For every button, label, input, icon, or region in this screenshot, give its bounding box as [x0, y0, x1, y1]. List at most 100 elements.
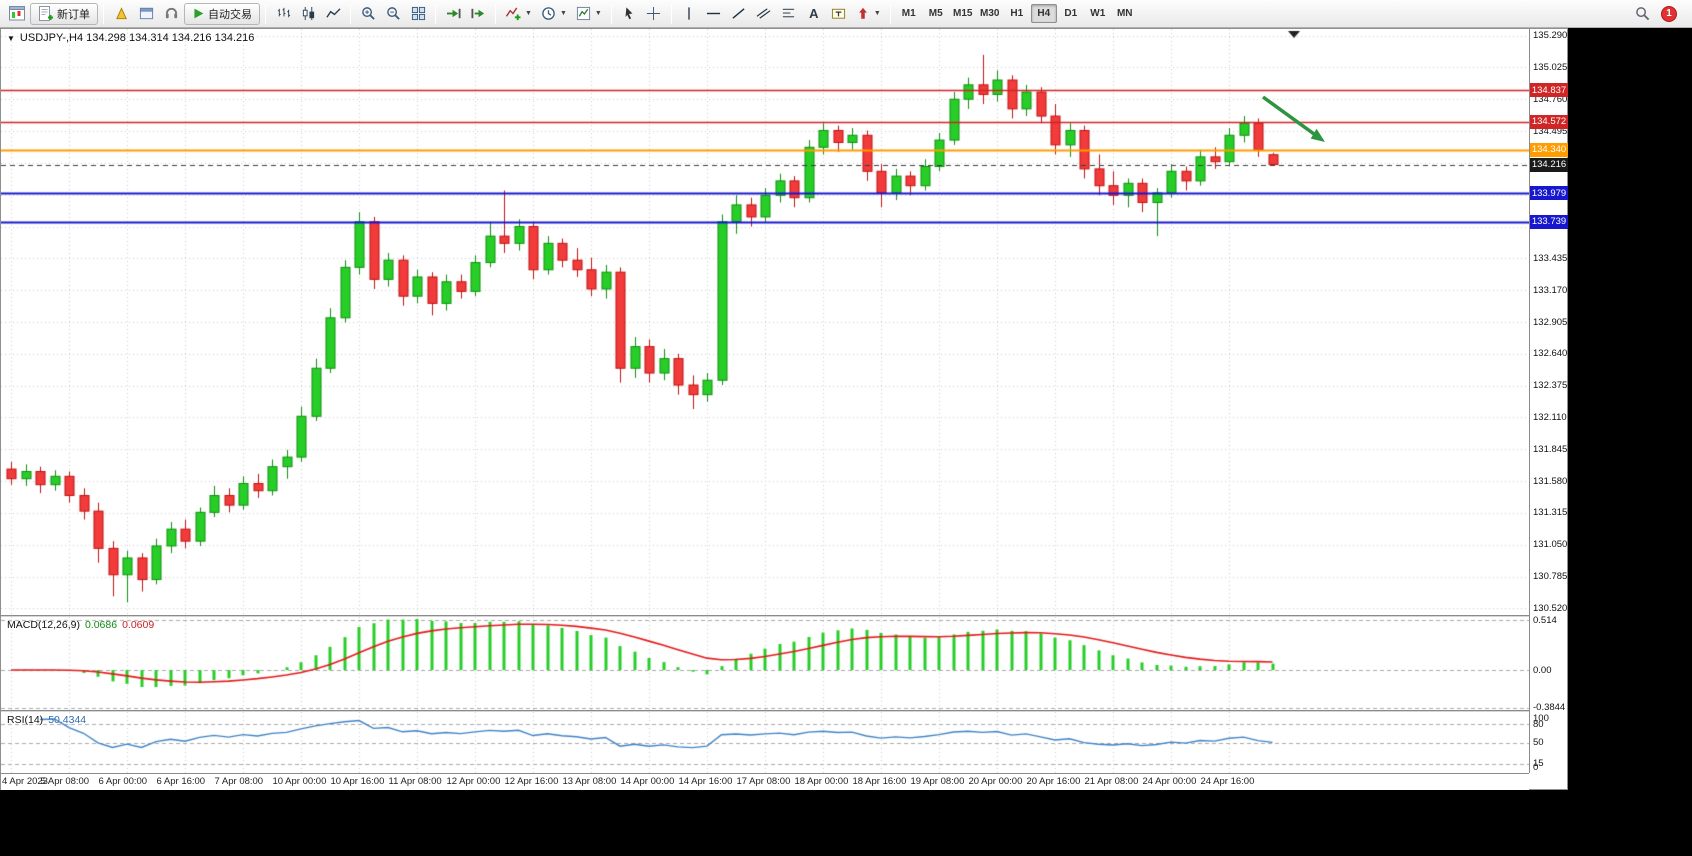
macd-canvas[interactable]: [1, 617, 1529, 710]
metaeditor-button[interactable]: [109, 3, 133, 25]
price-axis-label: 131.050: [1533, 539, 1568, 551]
auto-trading-icon: [194, 8, 204, 19]
new-chart-button[interactable]: [5, 3, 29, 25]
panel-splitter[interactable]: [1, 710, 1529, 712]
time-axis-label: 19 Apr 08:00: [910, 776, 965, 787]
indicators-icon: [505, 7, 521, 21]
templates-button[interactable]: ▼: [572, 3, 606, 25]
panel-splitter[interactable]: [1, 615, 1529, 617]
toolbar-separator: [610, 3, 612, 24]
timeframe-m30-button[interactable]: M30: [980, 8, 1000, 19]
chart-shift-icon: [470, 8, 484, 19]
price-axis-label: 130.520: [1533, 602, 1568, 614]
macd-name: MACD(12,26,9): [7, 619, 80, 631]
zoom-in-button[interactable]: [356, 3, 380, 25]
price-axis-label: 135.025: [1533, 61, 1568, 73]
toolbar-separator: [350, 3, 351, 24]
auto-scroll-button[interactable]: [441, 3, 465, 25]
chart-collapse-arrow-icon[interactable]: ▼: [7, 33, 15, 43]
periods-button[interactable]: ▼: [537, 3, 571, 25]
text-icon: A: [809, 6, 819, 21]
candlestick-chart-button[interactable]: [296, 3, 320, 25]
time-axis[interactable]: 4 Apr 2023 5 Apr 08:00 6 Apr 00:00 6 Apr 16…: [1, 773, 1529, 790]
text-label-icon: [832, 8, 846, 19]
timeframe-m1-button[interactable]: M1: [901, 8, 916, 19]
data-window-button[interactable]: [134, 3, 158, 25]
tile-windows-button[interactable]: [406, 3, 430, 25]
macd-panel[interactable]: MACD(12,26,9) 0.0686 0.0609: [1, 617, 1529, 710]
main-chart-canvas[interactable]: [1, 29, 1529, 615]
time-axis-label: 10 Apr 16:00: [330, 776, 385, 787]
zoom-out-button[interactable]: [381, 3, 405, 25]
time-axis-label: 17 Apr 08:00: [736, 776, 791, 787]
cursor-button[interactable]: [617, 3, 641, 25]
sound-button[interactable]: [159, 3, 183, 25]
channel-button[interactable]: [752, 3, 776, 25]
timeframe-m15-button[interactable]: M15: [953, 8, 973, 19]
toolbar-separator: [265, 3, 266, 24]
vertical-line-button[interactable]: [677, 3, 701, 25]
price-line-badge: 134.837: [1530, 83, 1568, 97]
text-button[interactable]: A: [802, 3, 826, 25]
new-order-button[interactable]: 新订单: [30, 2, 98, 25]
rsi-panel[interactable]: RSI(14) 50.4344: [1, 712, 1529, 773]
chevron-down-icon: ▼: [594, 10, 602, 17]
time-axis-label: 12 Apr 16:00: [504, 776, 559, 787]
fibonacci-button[interactable]: [777, 3, 801, 25]
auto-trading-button[interactable]: 自动交易: [184, 2, 260, 25]
crosshair-button[interactable]: [642, 3, 666, 25]
new-order-label: 新订单: [57, 8, 90, 21]
chart-window: ▼ USDJPY-,H4 134.298 134.314 134.216 134…: [0, 28, 1568, 790]
price-axis-label: 132.905: [1533, 316, 1568, 328]
rsi-axis-label: 80: [1533, 718, 1544, 730]
chart-title-text: USDJPY-,H4 134.298 134.314 134.216 134.2…: [19, 32, 255, 44]
rsi-axis-label: 0: [1533, 762, 1539, 773]
price-axis-label: 134.495: [1533, 125, 1568, 137]
data-window-icon: [139, 7, 153, 20]
tile-windows-icon: [411, 6, 425, 21]
toolbar-separator: [495, 3, 496, 24]
text-label-button[interactable]: [827, 3, 851, 25]
chart-title: ▼ USDJPY-,H4 134.298 134.314 134.216 134…: [7, 32, 254, 44]
notification-badge[interactable]: 1: [1661, 5, 1677, 22]
price-axis-label: 131.315: [1533, 507, 1568, 519]
bar-chart-button[interactable]: [271, 3, 295, 25]
timeframe-m5-button[interactable]: M5: [928, 8, 943, 19]
price-axis-label: 133.170: [1533, 284, 1568, 296]
price-axis-label: 132.375: [1533, 380, 1568, 392]
time-axis-label: 7 Apr 08:00: [214, 776, 264, 787]
shapes-button[interactable]: ▼: [852, 3, 885, 25]
chevron-down-icon: ▼: [559, 10, 567, 17]
chart-shift-button[interactable]: [466, 3, 490, 25]
macd-label: MACD(12,26,9) 0.0686 0.0609: [7, 619, 154, 631]
vertical-line-icon: [688, 7, 690, 20]
time-axis-label: 24 Apr 16:00: [1200, 776, 1255, 787]
bar-chart-icon: [277, 7, 290, 18]
search-button[interactable]: [1630, 3, 1654, 25]
timeframe-mn-button[interactable]: MN: [1116, 8, 1133, 19]
line-chart-button[interactable]: [321, 3, 345, 25]
price-axis-label: 130.785: [1533, 571, 1568, 583]
macd-axis-label: 0.00: [1533, 664, 1552, 676]
trendline-button[interactable]: [727, 3, 751, 25]
time-axis-label: 18 Apr 00:00: [794, 776, 849, 787]
horizontal-line-icon: [707, 12, 721, 15]
toolbar-separator: [670, 3, 672, 24]
timeframe-w1-button[interactable]: W1: [1090, 8, 1106, 19]
timeframe-h1-button[interactable]: H1: [1010, 8, 1024, 19]
price-axis[interactable]: 135.290135.025134.760134.495134.230133.9…: [1529, 29, 1568, 773]
auto-scroll-icon: [446, 8, 461, 19]
timeframe-h4-button[interactable]: H4: [1030, 4, 1057, 23]
metaeditor-icon: [115, 7, 127, 20]
rsi-canvas[interactable]: [1, 712, 1529, 773]
indicators-button[interactable]: ▼: [501, 3, 536, 25]
time-axis-label: 6 Apr 16:00: [156, 776, 206, 787]
time-axis-label: 12 Apr 00:00: [446, 776, 501, 787]
time-axis-label: 13 Apr 08:00: [562, 776, 617, 787]
rsi-label: RSI(14) 50.4344: [7, 714, 86, 726]
horizontal-line-button[interactable]: [702, 3, 726, 25]
main-chart-area[interactable]: ▼ USDJPY-,H4 134.298 134.314 134.216 134…: [1, 29, 1529, 615]
price-line-badge: 133.979: [1530, 186, 1568, 201]
timeframe-d1-button[interactable]: D1: [1064, 8, 1078, 19]
sound-icon: [165, 7, 177, 19]
